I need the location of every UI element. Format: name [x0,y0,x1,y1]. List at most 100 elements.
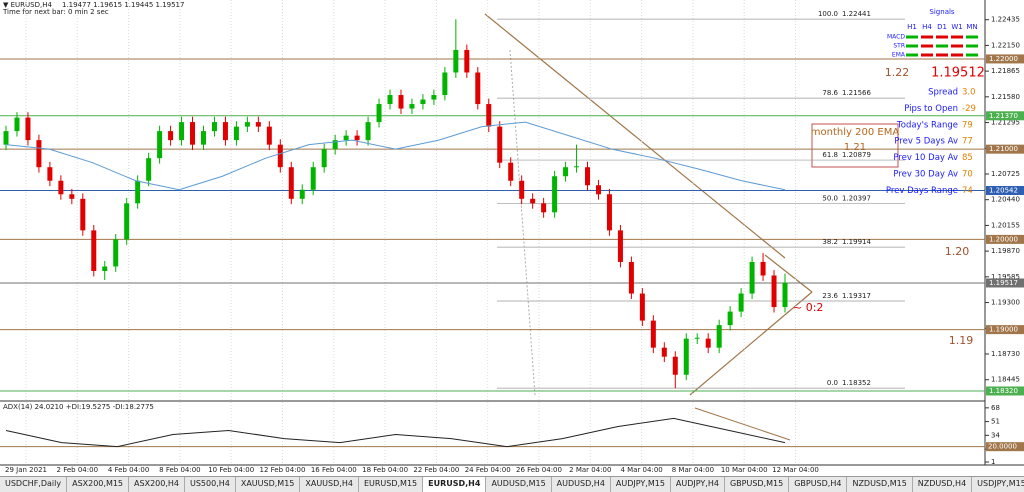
y-tick-label: 1.19870 [991,247,1020,255]
signal-state [936,53,948,57]
x-tick-label: 2 Mar 04:00 [569,466,611,474]
candle-body [310,167,316,190]
candle-body [595,185,601,195]
tab[interactable]: GBPUSD,H4 [789,477,848,492]
tab[interactable]: AUDUSD,M15 [486,477,552,492]
signal-state [921,35,933,39]
x-tick-label: 4 Feb 04:00 [108,466,149,474]
adx-title: ADX(14) 24.0210 +DI:19.5275 -DI:18.2775 [3,403,154,411]
level-tag [986,54,1024,64]
tab[interactable]: AUDUSD,H4 [552,477,611,492]
signal-state [951,35,963,39]
tab[interactable]: US500,H4 [185,477,236,492]
trend-line [764,254,813,293]
symbol: ▼ EURUSD,H4 [3,1,52,9]
y-tick-label: 1.18730 [991,350,1020,358]
candle-body [453,49,459,73]
tab[interactable]: ASX200,M15 [67,477,130,492]
candle-body [585,167,591,186]
candle-body [475,72,481,105]
tab[interactable]: AUDJPY,M15 [611,477,671,492]
candle-body [650,320,656,348]
tab[interactable]: XAUUSD,M15 [236,477,301,492]
tab[interactable]: EURUSD,M15 [359,477,424,492]
fib-ratio: 38.2 [822,238,838,246]
stat-value: -29 [962,104,976,114]
candle-body [486,104,492,127]
signal-state [936,44,948,48]
ema-title: monthly 200 EMA [811,127,900,138]
fib-value: 1.19317 [842,292,871,300]
signal-row: STR [893,43,905,50]
stat-value: 77 [962,137,973,147]
fib-value: 1.22441 [842,10,871,18]
candle-body [365,122,371,141]
candle-body [409,104,415,109]
signal-state [936,35,948,39]
level-tag-label: 1.19517 [989,279,1018,287]
trend-line [689,291,813,396]
x-tick-label: 8 Mar 04:00 [672,466,714,474]
candle-body [716,325,722,348]
fib-ratio: 61.8 [822,151,838,159]
tab[interactable]: XAUUSD,H4 [300,477,359,492]
tab[interactable]: AUDJPY,H4 [671,477,725,492]
ema-value: 1.21 [844,142,866,153]
signal-column: D1 [937,23,947,31]
candle-body [47,167,53,181]
candle-body [135,180,141,204]
candle-body [530,198,536,204]
candle-body [91,230,97,271]
tab[interactable]: NZDUSD,M15 [847,477,913,492]
stat-value: 74 [962,186,973,196]
adx-tick-label: 1 [991,458,995,466]
candle-body [508,162,514,181]
tab[interactable]: NZDUSD,H4 [913,477,973,492]
candle-body [190,122,196,145]
stat-label: Prev Days Range [886,186,958,196]
tab[interactable]: USDCHF,Daily [0,477,68,492]
adx-level-label: 20.0000 [988,443,1017,451]
candle-body [157,131,163,159]
x-tick-label: 16 Feb 04:00 [311,466,357,474]
x-tick-label: 24 Feb 04:00 [465,466,511,474]
adx-tick-label: 68 [991,404,1000,412]
x-tick-label: 10 Mar 04:00 [721,466,768,474]
adx-level-tag [986,442,1024,452]
tab-bar: USDCHF,Daily ASX200,M15 ASX200,H4 US500,H4 X… [0,476,1024,492]
level-tag [986,386,1024,396]
y-tick-label: 1.20155 [991,221,1020,229]
level-tag-label: 1.20000 [989,235,1018,243]
y-tick-label: 1.22435 [991,16,1020,24]
candle-body [497,126,503,163]
level-note: 1.22 [885,66,910,79]
price-note: 1.19512 [931,66,985,81]
candle-body [14,117,20,132]
x-tick-label: 12 Feb 04:00 [260,466,306,474]
signal-state [906,53,918,57]
signal-state [921,44,933,48]
level-tag-label: 1.19000 [989,326,1018,334]
fib-ratio: 50.0 [822,195,838,203]
x-tick-label: 29 Jan 2021 [5,466,47,474]
candle-body [617,230,623,262]
candle-body [255,122,261,127]
tab[interactable]: GBPUSD,M15 [725,477,790,492]
candle-body [771,275,777,308]
candle-body [606,194,612,231]
level-tag [986,111,1024,121]
stat-value: 79 [962,120,973,130]
tab[interactable]: USDJPY,M15 [972,477,1024,492]
signal-column: MN [966,23,977,31]
candle-body [387,95,393,105]
timer: Time for next bar: 0 min 2 sec [2,8,109,16]
tab[interactable]: ASX200,H4 [129,477,185,492]
candle-body [683,338,689,375]
candle-body [420,99,426,105]
tab[interactable]: EURUSD,H4 [423,477,487,492]
candle-body [628,261,634,294]
candle-body [431,95,437,100]
candle-body [146,158,152,181]
candle-body [376,104,382,123]
